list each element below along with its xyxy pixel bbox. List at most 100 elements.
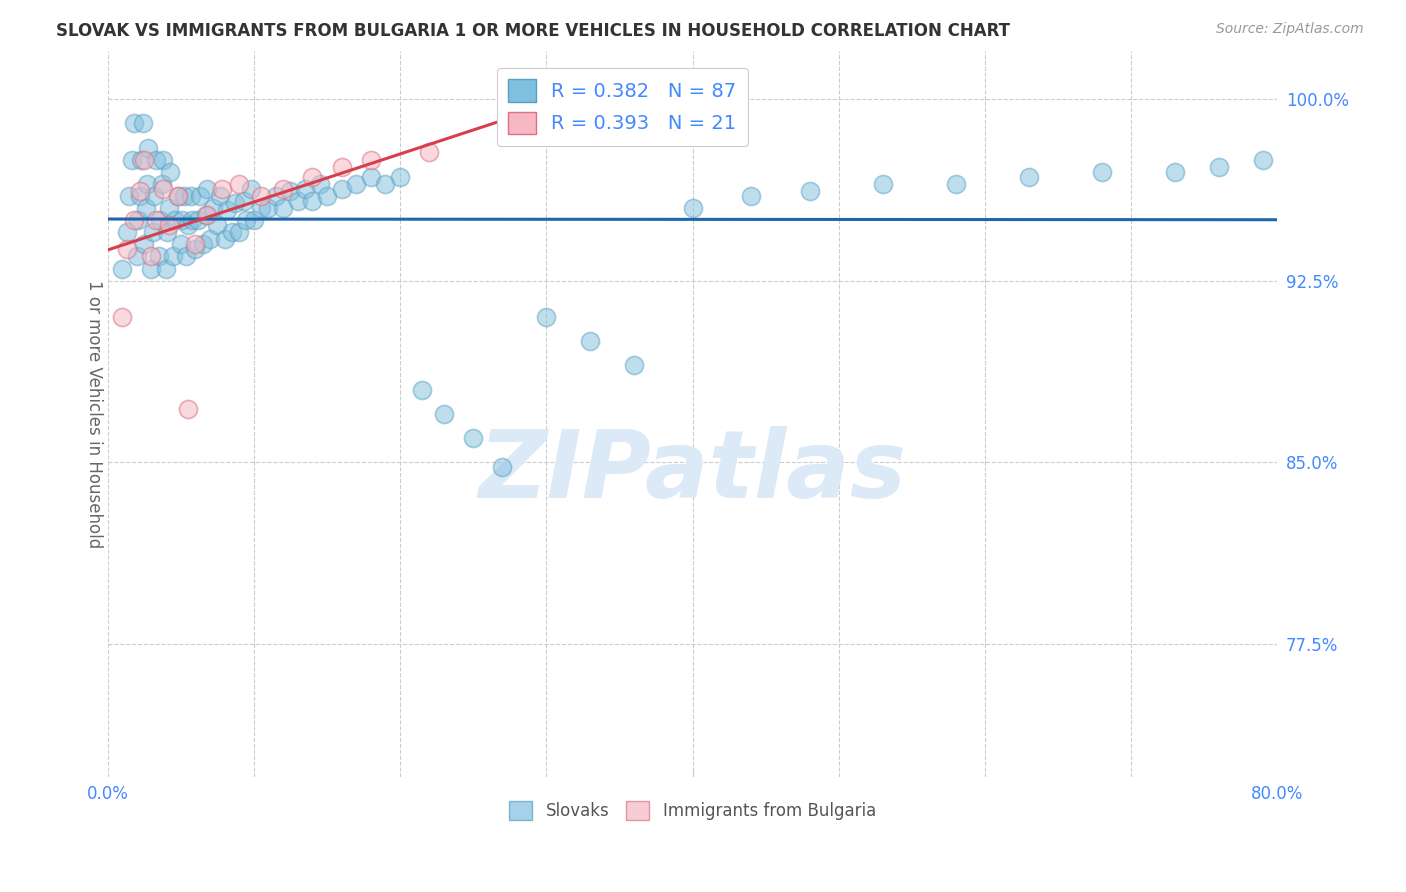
Point [122, 116, 145, 130]
Point [159, 165, 181, 179]
Point [1251, 153, 1274, 167]
Point [242, 213, 264, 227]
Point [184, 237, 207, 252]
Point [799, 184, 821, 198]
Point [163, 213, 186, 227]
Point [287, 194, 309, 208]
Point [121, 153, 143, 167]
Point [181, 213, 204, 227]
Point [129, 153, 152, 167]
Point [257, 201, 280, 215]
Point [177, 401, 200, 416]
Point [141, 261, 163, 276]
Point [138, 140, 160, 154]
Point [411, 383, 433, 397]
Point [157, 218, 180, 232]
Point [166, 189, 188, 203]
Point [330, 181, 353, 195]
Point [201, 201, 224, 215]
Point [224, 196, 246, 211]
Point [232, 194, 254, 208]
Point [294, 181, 316, 195]
Point [141, 249, 163, 263]
Point [176, 249, 198, 263]
Point [278, 184, 301, 198]
Point [740, 189, 762, 203]
Point [150, 177, 173, 191]
Text: ZIPatlas: ZIPatlas [478, 425, 907, 518]
Point [128, 184, 150, 198]
Point [418, 145, 440, 160]
Point [145, 153, 167, 167]
Point [374, 177, 396, 191]
Point [491, 460, 513, 475]
Point [128, 189, 150, 203]
Point [162, 249, 184, 263]
Point [127, 213, 149, 227]
Point [156, 225, 179, 239]
Point [301, 194, 323, 208]
Point [264, 189, 287, 203]
Point [1208, 160, 1230, 174]
Point [389, 169, 412, 184]
Point [155, 261, 177, 276]
Point [173, 189, 195, 203]
Point [239, 181, 262, 195]
Point [228, 177, 250, 191]
Point [433, 407, 456, 421]
Point [142, 225, 165, 239]
Point [228, 225, 250, 239]
Point [235, 213, 257, 227]
Point [344, 177, 367, 191]
Point [172, 213, 194, 227]
Point [125, 249, 148, 263]
Point [195, 181, 218, 195]
Point [184, 242, 207, 256]
Point [330, 160, 353, 174]
Point [214, 232, 236, 246]
Point [360, 169, 382, 184]
Point [131, 116, 153, 130]
Point [536, 310, 558, 324]
Point [217, 203, 239, 218]
Point [177, 218, 200, 232]
Point [221, 225, 243, 239]
Point [209, 189, 232, 203]
Point [1164, 165, 1187, 179]
Point [191, 237, 214, 252]
Point [945, 177, 967, 191]
Point [315, 189, 337, 203]
Point [360, 153, 382, 167]
Point [250, 201, 273, 215]
Point [682, 201, 704, 215]
Point [135, 201, 157, 215]
Point [308, 177, 330, 191]
Point [579, 334, 602, 348]
Point [115, 242, 138, 256]
Point [157, 201, 180, 215]
Point [301, 169, 323, 184]
Point [195, 208, 218, 222]
Point [143, 189, 166, 203]
Point [166, 189, 188, 203]
Point [152, 153, 174, 167]
Point [122, 213, 145, 227]
Point [148, 249, 170, 263]
Point [152, 181, 174, 195]
Point [180, 189, 202, 203]
Point [623, 359, 645, 373]
Point [111, 310, 134, 324]
Point [111, 261, 134, 276]
Point [149, 213, 172, 227]
Y-axis label: 1 or more Vehicles in Household: 1 or more Vehicles in Household [86, 280, 103, 548]
Point [463, 431, 485, 445]
Point [205, 218, 228, 232]
Point [136, 177, 159, 191]
Point [250, 189, 273, 203]
Point [1018, 169, 1040, 184]
Point [194, 208, 217, 222]
Point [271, 181, 294, 195]
Point [132, 153, 155, 167]
Point [115, 225, 138, 239]
Point [187, 213, 209, 227]
